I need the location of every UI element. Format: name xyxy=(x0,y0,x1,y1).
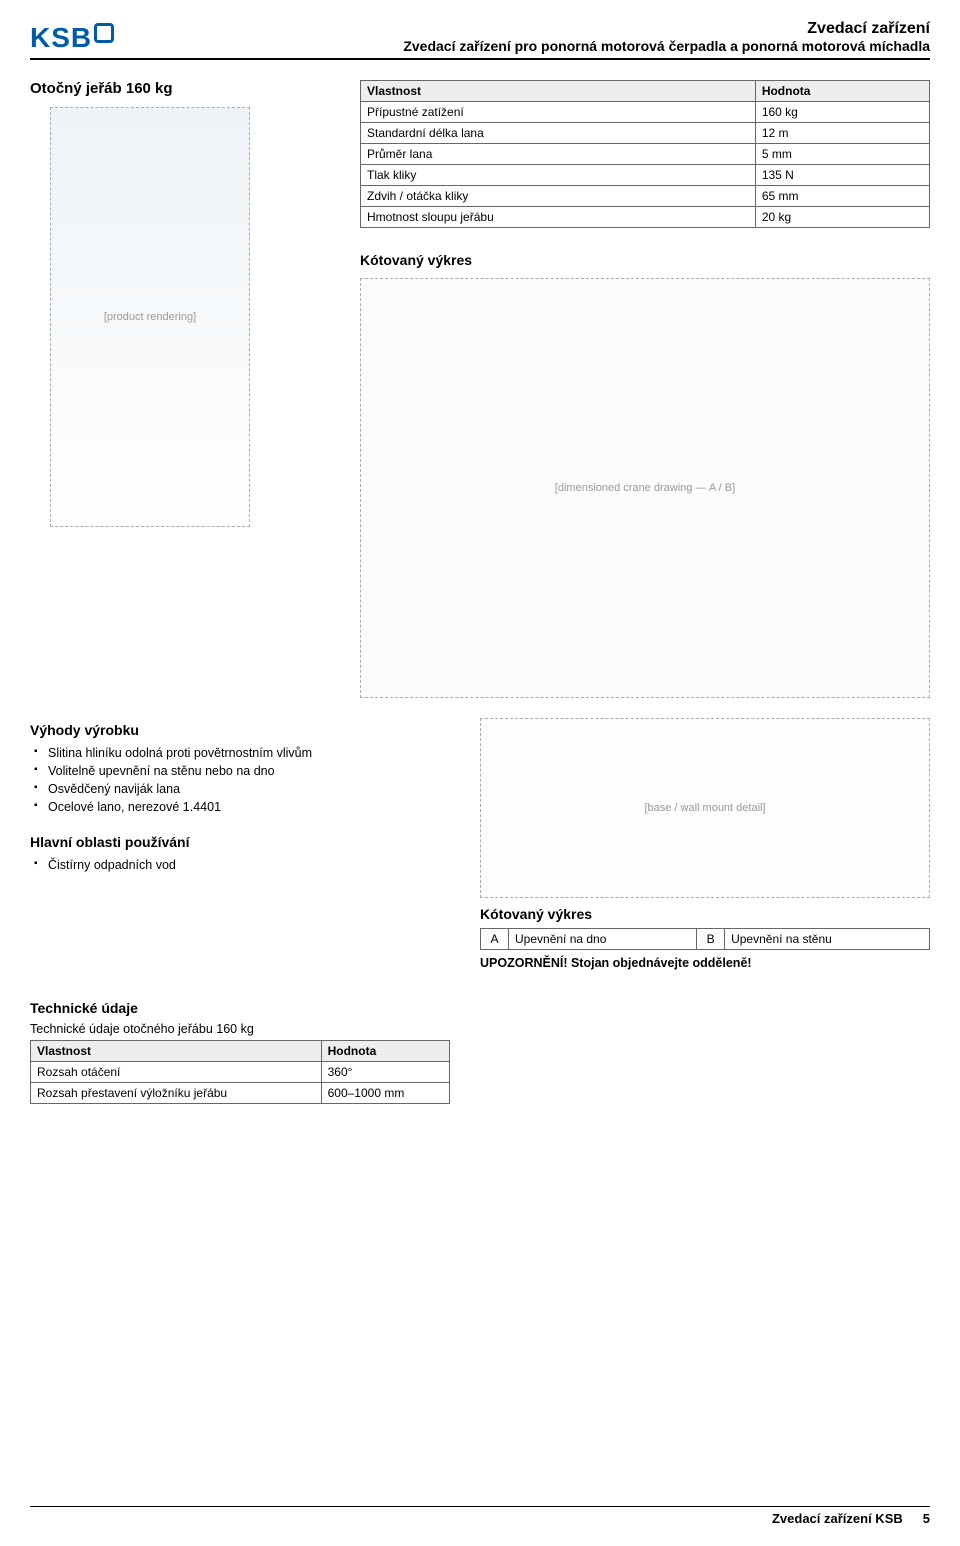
table-row: Zdvih / otáčka kliky65 mm xyxy=(361,186,930,207)
table-cell: 160 kg xyxy=(755,102,929,123)
table-cell: Rozsah otáčení xyxy=(31,1062,322,1083)
tech-table: Vlastnost Hodnota Rozsah otáčení360°Rozs… xyxy=(30,1040,450,1104)
dim-drawing-heading: Kótovaný výkres xyxy=(360,252,930,268)
page-footer: Zvedací zařízení KSB 5 xyxy=(30,1506,930,1526)
dim-drawing-placeholder: [dimensioned crane drawing — A / B] xyxy=(360,278,930,698)
mid-columns: Výhody výrobku Slitina hliníku odolná pr… xyxy=(30,718,930,970)
tech-body: Rozsah otáčení360°Rozsah přestavení výlo… xyxy=(31,1062,450,1104)
legend-b-key: B xyxy=(697,929,725,950)
list-item: Osvědčený naviják lana xyxy=(34,780,450,798)
table-cell: Hmotnost sloupu jeřábu xyxy=(361,207,756,228)
table-row: Rozsah přestavení výložníku jeřábu600–10… xyxy=(31,1083,450,1104)
table-cell: 5 mm xyxy=(755,144,929,165)
top-columns: Otočný jeřáb 160 kg [product rendering] … xyxy=(30,80,930,698)
footer-page-number: 5 xyxy=(923,1511,930,1526)
properties-body: Přípustné zatížení160 kgStandardní délka… xyxy=(361,102,930,228)
advantages-list: Slitina hliníku odolná proti povětrnostn… xyxy=(30,744,450,816)
header-titles: Zvedací zařízení Zvedací zařízení pro po… xyxy=(403,20,930,54)
properties-header-1: Vlastnost xyxy=(361,81,756,102)
table-row: Standardní délka lana12 m xyxy=(361,123,930,144)
mid-left: Výhody výrobku Slitina hliníku odolná pr… xyxy=(30,718,450,970)
properties-header-2: Hodnota xyxy=(755,81,929,102)
legend-a-val: Upevnění na dno xyxy=(509,929,697,950)
placeholder-label: [product rendering] xyxy=(104,311,196,323)
mid-right: [base / wall mount detail] Kótovaný výkr… xyxy=(480,718,930,970)
header-title-2: Zvedací zařízení pro ponorná motorová če… xyxy=(403,38,930,54)
product-title: Otočný jeřáb 160 kg xyxy=(30,80,330,97)
tech-heading: Technické údaje xyxy=(30,1000,930,1016)
list-item: Čistírny odpadních vod xyxy=(34,856,450,874)
placeholder-label: [dimensioned crane drawing — A / B] xyxy=(555,482,735,494)
table-cell: 360° xyxy=(321,1062,449,1083)
detail-drawing-placeholder: [base / wall mount detail] xyxy=(480,718,930,898)
table-cell: Zdvih / otáčka kliky xyxy=(361,186,756,207)
list-item: Ocelové lano, nerezové 1.4401 xyxy=(34,798,450,816)
table-cell: Průměr lana xyxy=(361,144,756,165)
legend-a-key: A xyxy=(481,929,509,950)
table-cell: Standardní délka lana xyxy=(361,123,756,144)
table-cell: 135 N xyxy=(755,165,929,186)
table-row: Průměr lana5 mm xyxy=(361,144,930,165)
applications-list: Čistírny odpadních vod xyxy=(30,856,450,874)
table-cell: 65 mm xyxy=(755,186,929,207)
brand-name: KSB xyxy=(30,22,92,54)
header-title-1: Zvedací zařízení xyxy=(403,20,930,38)
legend-heading: Kótovaný výkres xyxy=(480,906,930,922)
right-column: Vlastnost Hodnota Přípustné zatížení160 … xyxy=(360,80,930,698)
table-cell: 20 kg xyxy=(755,207,929,228)
placeholder-label: [base / wall mount detail] xyxy=(644,802,765,814)
advantages-heading: Výhody výrobku xyxy=(30,722,450,738)
properties-table: Vlastnost Hodnota Přípustné zatížení160 … xyxy=(360,80,930,228)
table-row: Přípustné zatížení160 kg xyxy=(361,102,930,123)
list-item: Volitelně upevnění na stěnu nebo na dno xyxy=(34,762,450,780)
legend-table: A Upevnění na dno B Upevnění na stěnu xyxy=(480,928,930,950)
table-cell: Přípustné zatížení xyxy=(361,102,756,123)
table-cell: 12 m xyxy=(755,123,929,144)
tech-subtitle: Technické údaje otočného jeřábu 160 kg xyxy=(30,1022,930,1036)
tech-section: Technické údaje Technické údaje otočného… xyxy=(30,1000,930,1104)
legend-b-val: Upevnění na stěnu xyxy=(725,929,930,950)
brand-mark-icon xyxy=(94,23,114,43)
brand-logo: KSB xyxy=(30,22,114,54)
order-notice: UPOZORNĚNÍ! Stojan objednávejte odděleně… xyxy=(480,956,930,970)
tech-header-2: Hodnota xyxy=(321,1041,449,1062)
product-render-placeholder: [product rendering] xyxy=(50,107,250,527)
table-row: Hmotnost sloupu jeřábu20 kg xyxy=(361,207,930,228)
list-item: Slitina hliníku odolná proti povětrnostn… xyxy=(34,744,450,762)
tech-header-1: Vlastnost xyxy=(31,1041,322,1062)
applications-heading: Hlavní oblasti používání xyxy=(30,834,450,850)
table-cell: Tlak kliky xyxy=(361,165,756,186)
page-header: KSB Zvedací zařízení Zvedací zařízení pr… xyxy=(30,20,930,60)
table-row: Rozsah otáčení360° xyxy=(31,1062,450,1083)
table-cell: Rozsah přestavení výložníku jeřábu xyxy=(31,1083,322,1104)
table-row: Tlak kliky135 N xyxy=(361,165,930,186)
table-cell: 600–1000 mm xyxy=(321,1083,449,1104)
left-column: Otočný jeřáb 160 kg [product rendering] xyxy=(30,80,330,698)
footer-doc-name: Zvedací zařízení KSB xyxy=(772,1511,903,1526)
